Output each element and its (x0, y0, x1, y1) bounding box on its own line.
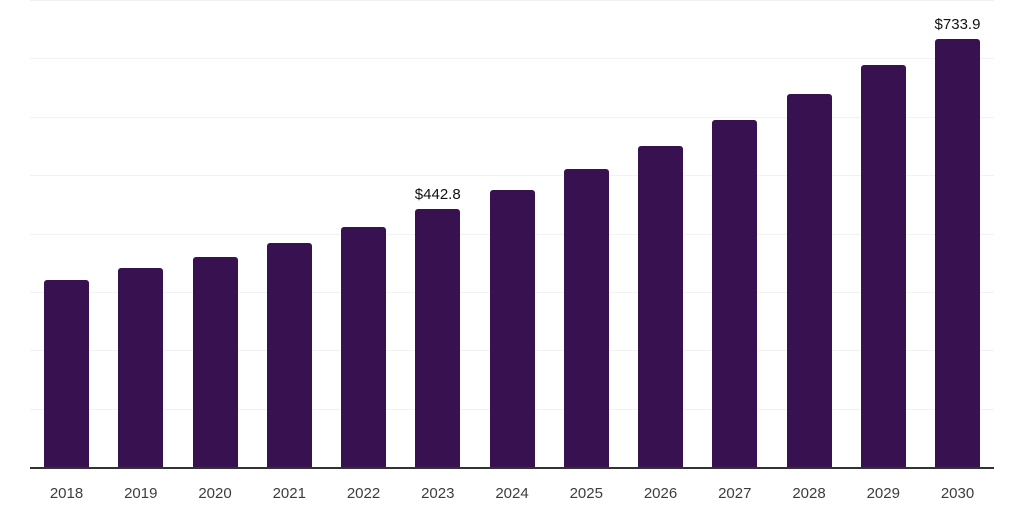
x-tick-label-2018: 2018 (49, 485, 84, 502)
x-tick-label-2021: 2021 (272, 485, 306, 502)
bar-2020 (192, 256, 238, 467)
bar-col-2026 (638, 0, 683, 467)
x-tick-label-2027: 2027 (718, 485, 752, 502)
x-tick-label-2025: 2025 (569, 485, 603, 502)
x-tick-label-2030: 2030 (940, 485, 975, 502)
x-axis: 2018 2019 2020 2021 2022 2023 2024 2025 2026 2027… (30, 471, 994, 512)
bar-col-2028 (786, 0, 832, 467)
bar-col-2024 (489, 0, 535, 467)
bar-col-2025 (563, 0, 609, 467)
bar-col-2023: $442.8 (414, 0, 461, 467)
bar-col-2022 (341, 0, 386, 467)
plot-area: $442.8 $733.9 (30, 0, 994, 469)
bar-value-label-2030: $733.9 (934, 15, 981, 33)
x-tick-label-2020: 2020 (198, 485, 232, 502)
gridline-700 (30, 58, 994, 60)
gridline-800 (30, 0, 994, 1)
bar-2025 (563, 168, 609, 467)
bar-2030 (935, 38, 980, 467)
bar-col-2027 (712, 0, 758, 467)
x-tick-label-2022: 2022 (346, 485, 381, 502)
bar-2019 (118, 268, 164, 467)
x-tick-label-2028: 2028 (792, 485, 826, 502)
bar-col-2030: $733.9 (935, 0, 980, 467)
bars-row: $442.8 $733.9 (30, 0, 994, 467)
bar-2024 (489, 189, 535, 467)
gridline-500 (30, 175, 994, 177)
bar-2022 (341, 226, 386, 467)
x-tick-label-2019: 2019 (124, 485, 158, 502)
x-tick-label-2026: 2026 (643, 485, 678, 502)
bar-col-2021 (266, 0, 312, 467)
gridline-600 (30, 116, 994, 118)
x-tick-label-2029: 2029 (866, 485, 900, 502)
bar-2026 (638, 145, 683, 467)
bar-2027 (712, 120, 758, 467)
x-tick-label-2023: 2023 (421, 485, 455, 502)
bar-col-2029 (860, 0, 906, 467)
bar-2021 (266, 242, 312, 467)
x-tick-label-2024: 2024 (495, 485, 529, 502)
bar-2023 (415, 208, 461, 467)
bar-col-2019 (118, 0, 164, 467)
bar-2028 (786, 93, 832, 467)
bar-col-2018 (44, 0, 89, 467)
bar-2018 (44, 280, 89, 467)
bar-col-2020 (192, 0, 238, 467)
bar-value-label-2023: $442.8 (414, 185, 461, 203)
bar-2029 (860, 65, 906, 467)
